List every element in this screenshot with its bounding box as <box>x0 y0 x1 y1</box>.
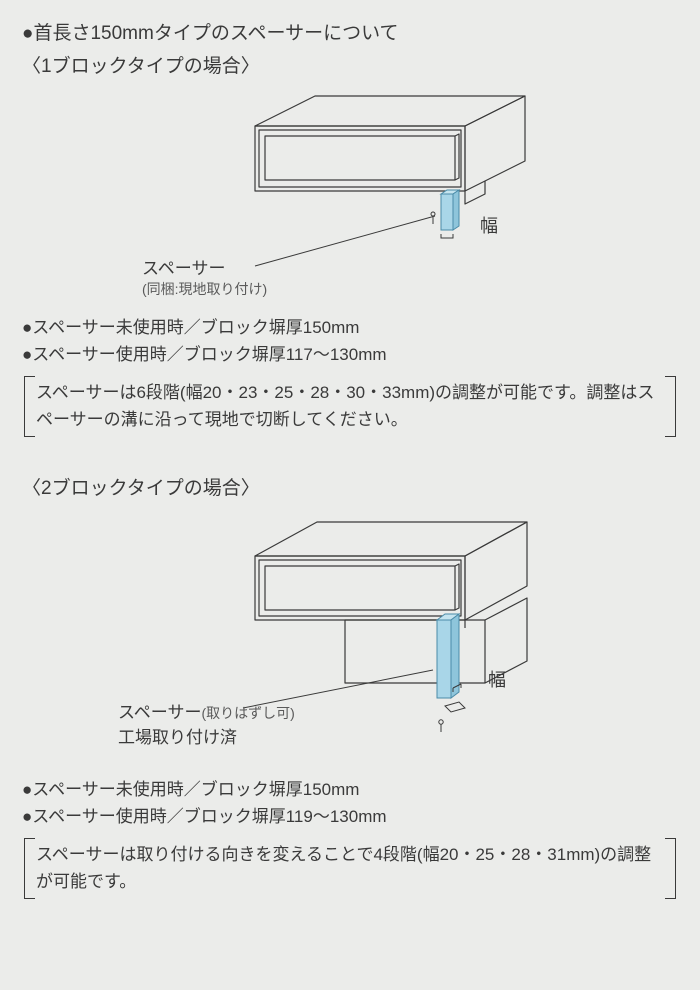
spec2-line2: ●スペーサー使用時／ブロック塀厚119〜130mm <box>22 803 678 830</box>
bracket-note-1: スペーサーは6段階(幅20・23・25・28・30・33mm)の調整が可能です。… <box>24 376 676 437</box>
spacer-shape-1 <box>431 190 459 230</box>
spec-block-1: ●スペーサー未使用時／ブロック塀厚150mm ●スペーサー使用時／ブロック塀厚1… <box>22 314 678 368</box>
section1-heading: 〈1ブロックタイプの場合〉 <box>22 51 678 78</box>
spec-block-2: ●スペーサー未使用時／ブロック塀厚150mm ●スペーサー使用時／ブロック塀厚1… <box>22 776 678 830</box>
spacer-note-2: 工場取り付け済 <box>118 728 237 747</box>
spacer-paren-2: (取りはずし可) <box>201 705 294 721</box>
spacer-label-2-text: スペーサー <box>118 703 201 722</box>
width-label-2: 幅 <box>488 666 506 692</box>
diagram-2-block: スペーサー(取りはずし可) 工場取り付け済 幅 <box>22 508 678 768</box>
spec1-line2: ●スペーサー使用時／ブロック塀厚117〜130mm <box>22 341 678 368</box>
bracket-note-2: スペーサーは取り付ける向きを変えることで4段階(幅20・25・28・31mm)の… <box>24 838 676 899</box>
spacer-label-2: スペーサー(取りはずし可) 工場取り付け済 <box>118 698 295 748</box>
bracket-note-2-text: スペーサーは取り付ける向きを変えることで4段階(幅20・25・28・31mm)の… <box>36 845 651 890</box>
section2-heading: 〈2ブロックタイプの場合〉 <box>22 473 678 500</box>
spec2-line1: ●スペーサー未使用時／ブロック塀厚150mm <box>22 776 678 803</box>
spec1-line1: ●スペーサー未使用時／ブロック塀厚150mm <box>22 314 678 341</box>
diagram-1-block: スペーサー (同梱:現地取り付け) 幅 <box>22 86 678 306</box>
spacer-label-1-text: スペーサー <box>142 259 225 278</box>
page-title: ●首長さ150mmタイプのスペーサーについて <box>22 18 678 45</box>
spacer-note-1: (同梱:現地取り付け) <box>142 281 267 297</box>
width-label-1: 幅 <box>480 212 498 238</box>
bracket-note-1-text: スペーサーは6段階(幅20・23・25・28・30・33mm)の調整が可能です。… <box>36 383 654 428</box>
spacer-label-1: スペーサー (同梱:現地取り付け) <box>142 254 267 299</box>
spacer-shape-2 <box>437 614 459 698</box>
